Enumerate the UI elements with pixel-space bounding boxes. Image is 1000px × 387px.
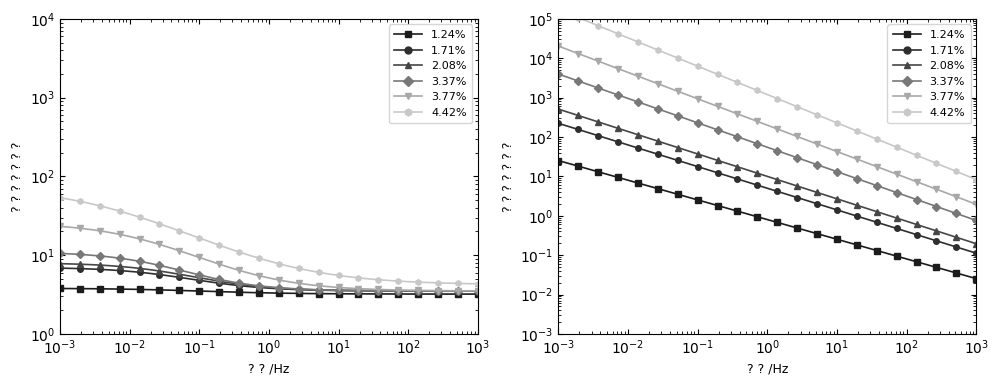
X-axis label: ? ? /Hz: ? ? /Hz	[248, 363, 290, 376]
Legend: 1.24%, 1.71%, 2.08%, 3.37%, 3.77%, 4.42%: 1.24%, 1.71%, 2.08%, 3.37%, 3.77%, 4.42%	[389, 24, 472, 123]
Y-axis label: ? ? ? ? ? ? ?: ? ? ? ? ? ? ?	[502, 141, 515, 212]
X-axis label: ? ? /Hz: ? ? /Hz	[747, 363, 788, 376]
Legend: 1.24%, 1.71%, 2.08%, 3.37%, 3.77%, 4.42%: 1.24%, 1.71%, 2.08%, 3.37%, 3.77%, 4.42%	[887, 24, 971, 123]
Y-axis label: ? ? ? ? ? ? ?: ? ? ? ? ? ? ?	[11, 141, 24, 212]
